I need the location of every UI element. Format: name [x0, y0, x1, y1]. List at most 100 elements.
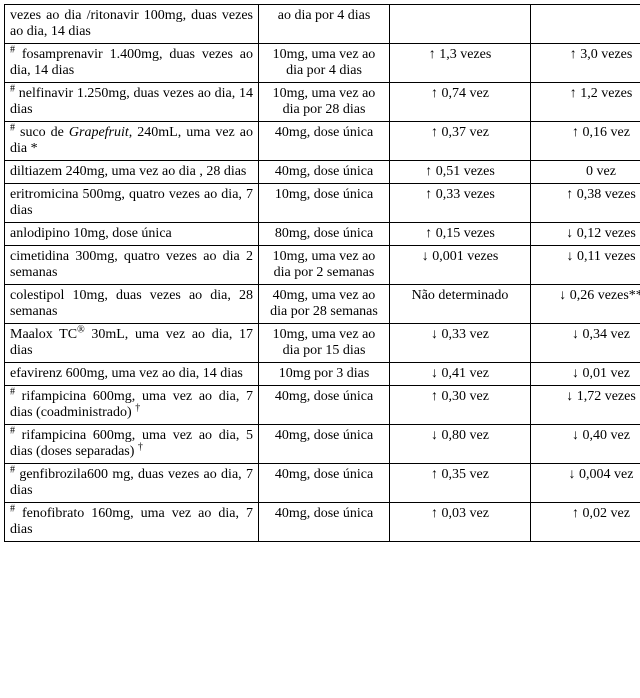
cell-text: efavirenz 600mg, uma vez ao dia, 14 dias	[10, 366, 243, 381]
drug-regimen-cell: # nelfinavir 1.250mg, duas vezes ao dia,…	[5, 83, 259, 122]
cell-text: ↓ 0,33 vez	[431, 327, 489, 342]
cell-text: ↑ 0,35 vez	[431, 467, 489, 482]
cell-text: colestipol 10mg, duas vezes ao dia, 28 s…	[10, 288, 253, 319]
change-cmax-cell: ↑ 0,15 vezes	[390, 223, 531, 246]
dose-cell: 40mg, dose única	[259, 503, 390, 542]
cell-text: ↓ 0,001 vezes	[422, 249, 499, 264]
cell-text: diltiazem 240mg, uma vez ao dia , 28 dia…	[10, 164, 246, 179]
drug-regimen-cell: # fenofibrato 160mg, uma vez ao dia, 7 d…	[5, 503, 259, 542]
dose-cell: 10mg por 3 dias	[259, 363, 390, 386]
cell-text: ↑ 0,30 vez	[431, 389, 489, 404]
drug-regimen-cell: # rifampicina 600mg, uma vez ao dia, 7 d…	[5, 386, 259, 425]
change-auc-cell: ↓ 0,12 vezes	[531, 223, 640, 246]
table-row: efavirenz 600mg, uma vez ao dia, 14 dias…	[5, 363, 640, 386]
drug-regimen-cell: diltiazem 240mg, uma vez ao dia , 28 dia…	[5, 161, 259, 184]
cell-text: ↑ 3,0 vezes	[570, 47, 633, 62]
cell-text: 80mg, dose única	[275, 226, 373, 241]
cell-text: 10mg, dose única	[275, 187, 373, 202]
change-cmax-cell: ↑ 0,30 vez	[390, 386, 531, 425]
cell-text: nelfinavir 1.250mg, duas vezes ao dia, 1…	[10, 86, 253, 117]
cell-text: ↓ 1,72 vezes	[566, 389, 636, 404]
cell-text: ↑ 0,37 vez	[431, 125, 489, 140]
cell-text: ↑ 0,51 vezes	[425, 164, 495, 179]
drug-regimen-cell: cimetidina 300mg, quatro vezes ao dia 2 …	[5, 246, 259, 285]
change-cmax-cell	[390, 5, 531, 44]
change-auc-cell: ↓ 0,26 vezes**	[531, 285, 640, 324]
dose-cell: 10mg, uma vez ao dia por 2 semanas	[259, 246, 390, 285]
cell-text: 40mg, dose única	[275, 506, 373, 521]
cell-text: 0 vez	[586, 164, 616, 179]
cell-text: Não determinado	[412, 288, 509, 303]
change-cmax-cell: ↑ 0,33 vezes	[390, 184, 531, 223]
dose-cell: 40mg, uma vez ao dia por 28 semanas	[259, 285, 390, 324]
cell-text: 10mg, uma vez ao dia por 4 dias	[273, 47, 376, 78]
change-cmax-cell: ↓ 0,41 vez	[390, 363, 531, 386]
drug-interaction-table: vezes ao dia /ritonavir 100mg, duas veze…	[4, 4, 640, 542]
cell-text: ↑ 0,74 vez	[431, 86, 489, 101]
cell-text: ↓ 0,40 vez	[572, 428, 630, 443]
change-cmax-cell: ↑ 0,35 vez	[390, 464, 531, 503]
cell-text: ↓ 0,34 vez	[572, 327, 630, 342]
cell-text: genfibrozila600 mg, duas vezes ao dia, 7…	[10, 467, 253, 498]
cell-text: 10mg, uma vez ao dia por 2 semanas	[273, 249, 376, 280]
cell-text: 40mg, dose única	[275, 125, 373, 140]
cell-text: ↑ 0,15 vezes	[425, 226, 495, 241]
drug-regimen-cell: # genfibrozila600 mg, duas vezes ao dia,…	[5, 464, 259, 503]
dose-cell: 40mg, dose única	[259, 425, 390, 464]
drug-regimen-cell: eritromicina 500mg, quatro vezes ao dia,…	[5, 184, 259, 223]
change-auc-cell: ↓ 0,11 vezes	[531, 246, 640, 285]
table-row: # fosamprenavir 1.400mg, duas vezes ao d…	[5, 44, 640, 83]
registered-mark: ®	[77, 324, 85, 335]
cell-text: ↑ 0,16 vez	[572, 125, 630, 140]
cell-text: ↑ 0,02 vez	[572, 506, 630, 521]
table-row: # suco de Grapefruit, 240mL, uma vez ao …	[5, 122, 640, 161]
footnote-marker: †	[138, 441, 143, 452]
change-auc-cell: ↑ 3,0 vezes	[531, 44, 640, 83]
cell-text: ao dia por 4 dias	[278, 8, 371, 23]
drug-regimen-cell: # fosamprenavir 1.400mg, duas vezes ao d…	[5, 44, 259, 83]
change-cmax-cell: ↓ 0,80 vez	[390, 425, 531, 464]
table-row: vezes ao dia /ritonavir 100mg, duas veze…	[5, 5, 640, 44]
footnote-marker: †	[135, 402, 140, 413]
cell-text: 40mg, dose única	[275, 389, 373, 404]
cell-text: 40mg, uma vez ao dia por 28 semanas	[270, 288, 378, 319]
dose-cell: 80mg, dose única	[259, 223, 390, 246]
table-row: # nelfinavir 1.250mg, duas vezes ao dia,…	[5, 83, 640, 122]
cell-text: 10mg, uma vez ao dia por 15 dias	[273, 327, 376, 358]
dose-cell: ao dia por 4 dias	[259, 5, 390, 44]
cell-text: eritromicina 500mg, quatro vezes ao dia,…	[10, 187, 253, 218]
change-cmax-cell: ↑ 1,3 vezes	[390, 44, 531, 83]
dose-cell: 40mg, dose única	[259, 386, 390, 425]
table-row: eritromicina 500mg, quatro vezes ao dia,…	[5, 184, 640, 223]
cell-text: rifampicina 600mg, uma vez ao dia, 5 dia…	[10, 428, 253, 459]
cell-text: ↓ 0,11 vezes	[566, 249, 635, 264]
change-cmax-cell: Não determinado	[390, 285, 531, 324]
cell-text: 10mg por 3 dias	[279, 366, 370, 381]
table-row: # rifampicina 600mg, uma vez ao dia, 5 d…	[5, 425, 640, 464]
cell-text: fenofibrato 160mg, uma vez ao dia, 7 dia…	[10, 506, 253, 537]
dose-cell: 10mg, uma vez ao dia por 4 dias	[259, 44, 390, 83]
dose-cell: 40mg, dose única	[259, 464, 390, 503]
dose-cell: 40mg, dose única	[259, 161, 390, 184]
cell-text: ↑ 1,3 vezes	[429, 47, 492, 62]
change-auc-cell	[531, 5, 640, 44]
cell-text: cimetidina 300mg, quatro vezes ao dia 2 …	[10, 249, 253, 280]
cell-text: vezes ao dia /ritonavir 100mg, duas veze…	[10, 8, 253, 39]
change-cmax-cell: ↑ 0,51 vezes	[390, 161, 531, 184]
cell-text: 10mg, uma vez ao dia por 28 dias	[273, 86, 376, 117]
cell-text: ↑ 0,38 vezes	[566, 187, 636, 202]
cell-text: ↓ 0,01 vez	[572, 366, 630, 381]
cell-text: ↓ 0,41 vez	[431, 366, 489, 381]
cell-text: 40mg, dose única	[275, 164, 373, 179]
table-row: # rifampicina 600mg, uma vez ao dia, 7 d…	[5, 386, 640, 425]
cell-text: anlodipino 10mg, dose única	[10, 226, 172, 241]
change-cmax-cell: ↓ 0,33 vez	[390, 324, 531, 363]
drug-regimen-cell: efavirenz 600mg, uma vez ao dia, 14 dias	[5, 363, 259, 386]
change-cmax-cell: ↓ 0,001 vezes	[390, 246, 531, 285]
change-auc-cell: ↑ 1,2 vezes	[531, 83, 640, 122]
cell-text: ↓ 0,26 vezes**	[559, 288, 640, 303]
change-auc-cell: ↑ 0,38 vezes	[531, 184, 640, 223]
change-cmax-cell: ↑ 0,74 vez	[390, 83, 531, 122]
drug-regimen-cell: anlodipino 10mg, dose única	[5, 223, 259, 246]
cell-text: Maalox TC	[10, 327, 77, 342]
